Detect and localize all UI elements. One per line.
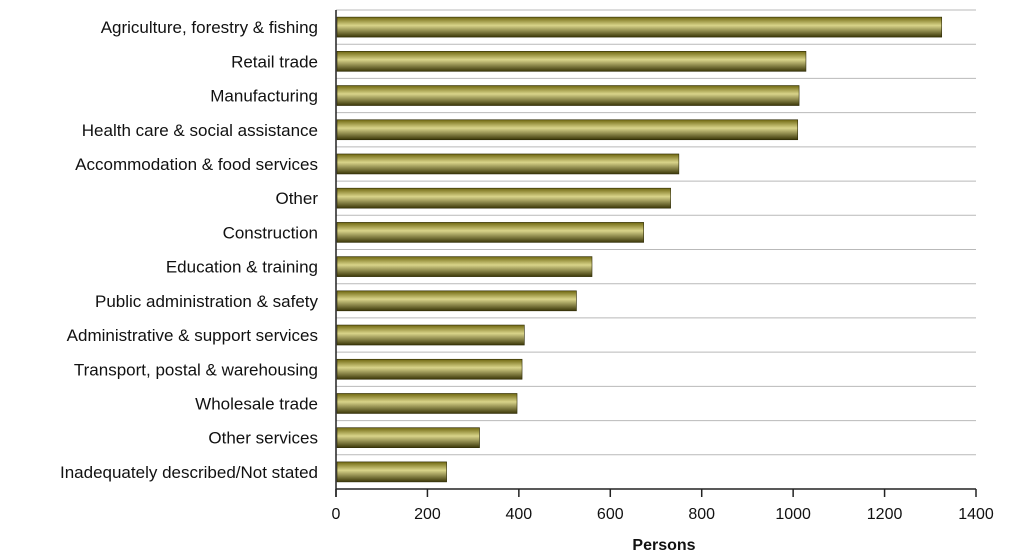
axes: 0 200 400 600 800 1000 1200 1400 (332, 10, 994, 523)
x-tick-label: 1400 (958, 506, 994, 523)
category-label: Accommodation & food services (75, 155, 318, 174)
bar (336, 85, 800, 106)
category-label: Inadequately described/Not stated (60, 463, 318, 482)
x-tick-label: 400 (506, 506, 533, 523)
gridlines (336, 9, 976, 490)
x-tick-label: 800 (688, 506, 715, 523)
category-labels: Agriculture, forestry & fishing Retail tr… (60, 18, 319, 482)
x-tick-label: 200 (414, 506, 441, 523)
bar (336, 256, 593, 277)
bar (336, 324, 525, 346)
category-label: Other services (208, 429, 318, 448)
category-label: Administrative & support services (67, 326, 318, 345)
category-label: Retail trade (231, 52, 318, 71)
category-label: Wholesale trade (195, 394, 318, 413)
bar (336, 461, 447, 483)
bar (336, 290, 577, 312)
bar (336, 16, 943, 38)
bar (336, 427, 480, 448)
x-tick-label: 600 (597, 506, 624, 523)
category-label: Education & training (166, 258, 318, 277)
category-label: Public administration & safety (95, 292, 318, 311)
bar (336, 222, 644, 243)
x-tick-label: 0 (332, 506, 341, 523)
bars (336, 16, 943, 483)
bar (336, 51, 807, 72)
bar (336, 358, 523, 380)
category-label: Construction (223, 223, 318, 242)
bar (336, 119, 799, 141)
bar (336, 153, 680, 175)
category-label: Transport, postal & warehousing (74, 360, 318, 379)
bar (336, 393, 518, 414)
category-label: Agriculture, forestry & fishing (101, 18, 318, 37)
category-label: Health care & social assistance (82, 121, 318, 140)
bar (336, 187, 671, 209)
category-label: Manufacturing (210, 87, 318, 106)
x-tick-label: 1000 (775, 506, 811, 523)
x-axis-title: Persons (632, 537, 695, 554)
x-tick-label: 1200 (867, 506, 903, 523)
category-label: Other (275, 189, 318, 208)
